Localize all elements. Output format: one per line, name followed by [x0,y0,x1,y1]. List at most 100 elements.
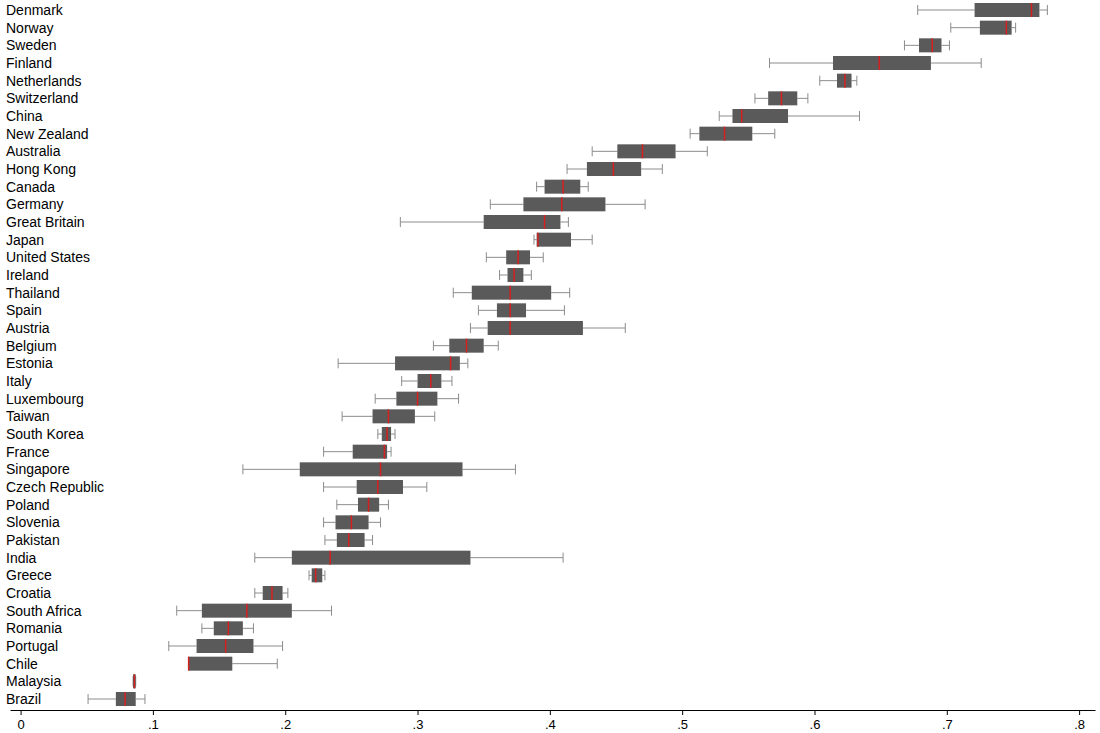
tick: .2 [280,710,291,732]
median [1006,21,1008,35]
box-body [617,144,675,158]
median [509,303,511,317]
median [134,674,136,688]
median [513,268,515,282]
median [271,586,273,600]
category-label: Estonia [6,355,53,371]
tick: .8 [1074,710,1085,732]
whisker-cap-high [467,358,468,368]
whisker-high [365,540,373,541]
whisker-high [403,487,427,488]
whisker-cap-low [917,5,918,15]
box [378,427,395,441]
whisker-high [1039,10,1047,11]
box [133,674,136,688]
whisker-cap-high [625,323,626,333]
box-body [373,409,415,423]
whisker-cap-low [88,694,89,704]
median [932,38,934,52]
tick-label: .7 [942,717,953,732]
whisker-cap-low [719,111,720,121]
box-body [488,321,583,335]
median [466,339,468,353]
whisker-cap-high [707,146,708,156]
whisker-cap-high [388,500,389,510]
box [486,250,543,264]
whisker-low [402,381,418,382]
box-body [292,551,471,565]
box-body [358,498,379,512]
whisker-cap-low [201,623,202,633]
whisker-cap-low [168,641,169,651]
median [642,144,644,158]
whisker-low [478,310,497,311]
box-body [833,56,931,70]
median [188,657,190,671]
whisker-cap-low [486,252,487,262]
category-label: Croatia [6,585,51,601]
box-body [508,268,524,282]
whisker-cap-low [567,164,568,174]
whisker-high [551,292,570,293]
box-body [382,427,391,441]
box [169,639,283,653]
whisker-cap-low [592,146,593,156]
whisker-high [560,222,568,223]
whisker-cap-low [323,447,324,457]
whisker-low [324,522,336,523]
box-body [506,250,530,264]
category-label: South Africa [6,603,82,619]
whisker-cap-low [377,429,378,439]
box [433,339,498,353]
box [402,374,452,388]
category-label: Ireland [6,267,49,283]
box-body [133,674,136,688]
category-label: Greece [6,567,52,583]
whisker-high [641,169,662,170]
median [844,74,846,88]
category-label: Brazil [6,691,41,707]
whisker-cap-high [569,288,570,298]
whisker-high [526,310,564,311]
category-label: Poland [6,497,50,513]
whisker-high [232,663,277,664]
box [592,144,707,158]
median [517,250,519,264]
median [781,91,783,105]
whisker-low [904,45,919,46]
category-label: France [6,444,50,460]
median [329,551,331,565]
category-label: Luxembourg [6,391,84,407]
category-label: New Zealand [6,126,89,142]
box [338,356,468,370]
median [386,427,388,441]
median [509,321,511,335]
tick-label: .1 [148,717,159,732]
median [315,568,317,582]
box [904,38,949,52]
whisker-cap-low [533,235,534,245]
tick-mark [947,710,948,715]
median [450,356,452,370]
category-label: Malaysia [6,673,61,689]
whisker-cap-high [515,464,516,474]
box-body [312,568,323,582]
median [384,445,386,459]
box [309,568,325,582]
median [417,392,419,406]
whisker-high [253,646,282,647]
whisker-cap-low [342,411,343,421]
whisker-cap-high [331,606,332,616]
box [243,462,516,476]
whisker-low [490,204,523,205]
whisker-cap-low [336,500,337,510]
whisker-low [453,292,472,293]
whisker-cap-low [690,129,691,139]
whisker-low [243,469,300,470]
whisker-cap-high [531,270,532,280]
box [400,215,568,229]
whisker-cap-high [395,429,396,439]
whisker-low [337,504,358,505]
whisker-low [690,133,699,134]
whisker-cap-high [287,588,288,598]
